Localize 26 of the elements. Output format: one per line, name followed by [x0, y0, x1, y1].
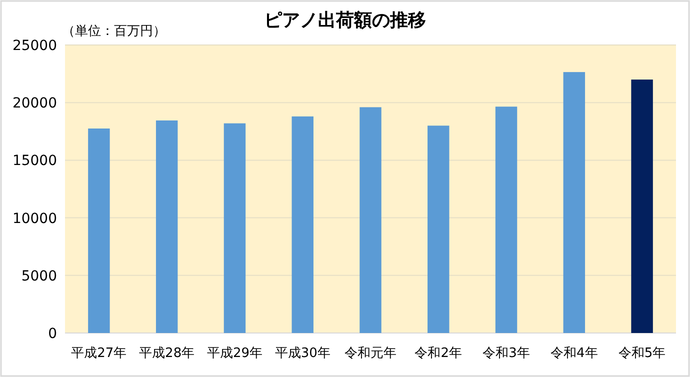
bar: [88, 128, 110, 333]
y-tick-label: 25000: [12, 38, 57, 54]
bar: [631, 80, 653, 333]
x-tick-label: 平成27年: [71, 346, 127, 361]
bar: [495, 106, 518, 333]
bar: [292, 116, 314, 333]
text: （単位：百万円）: [62, 24, 166, 39]
bar: [224, 123, 246, 333]
x-tick-label: 平成28年: [139, 346, 195, 361]
y-tick-label: 15000: [12, 153, 57, 170]
y-tick-label: 10000: [12, 210, 57, 227]
x-tick-label: 平成29年: [206, 346, 262, 361]
chart-title: ピアノ出荷額の推移: [264, 10, 426, 31]
x-tick-label: 令和4年: [550, 346, 598, 361]
y-tick-label: 0: [48, 326, 57, 342]
y-tick-label: 20000: [12, 96, 57, 112]
x-tick-label: 平成30年: [274, 346, 330, 361]
bar: [156, 120, 178, 333]
x-tick-label: 令和元年: [344, 346, 396, 361]
y-tick-label: 5000: [21, 268, 57, 284]
x-tick-label: 令和3年: [482, 346, 530, 361]
bar: [360, 107, 382, 333]
bar: [428, 126, 450, 333]
x-tick-label: 令和2年: [414, 346, 462, 361]
bar: [563, 72, 586, 333]
x-tick-label: 令和5年: [618, 346, 666, 361]
